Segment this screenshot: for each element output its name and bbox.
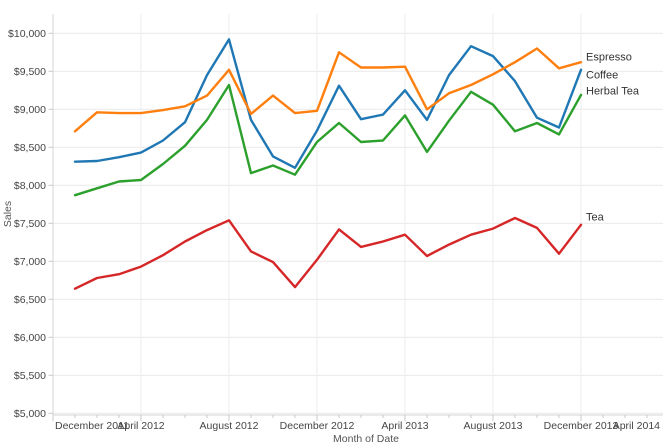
y-axis-title: Sales <box>2 201 14 227</box>
x-tick-label: December 2013 <box>544 420 619 432</box>
y-tick-label: $6,500 <box>14 294 46 306</box>
series-line-espresso[interactable] <box>73 47 583 133</box>
vertical-gridlines <box>140 14 582 415</box>
y-tick-label: $6,000 <box>14 332 46 344</box>
x-axis-title: Month of Date <box>333 433 399 445</box>
x-axis-ticks <box>52 415 648 421</box>
horizontal-gridlines <box>53 32 663 414</box>
y-tick-label: $7,500 <box>14 218 46 230</box>
y-tick-label: $7,000 <box>14 256 46 268</box>
x-tick-label: August 2013 <box>464 420 523 432</box>
x-tick-label: December 2011 <box>55 420 129 432</box>
y-axis-ticks <box>48 32 53 414</box>
series-label-coffee[interactable]: Coffee <box>586 69 618 81</box>
series-label-tea[interactable]: Tea <box>586 211 605 223</box>
series-line-tea[interactable] <box>73 216 583 290</box>
series-label-espresso[interactable]: Espresso <box>586 52 632 64</box>
y-tick-label: $8,000 <box>14 180 46 192</box>
y-tick-label: $10,000 <box>8 28 46 40</box>
series-line-herbal-tea[interactable] <box>73 83 583 197</box>
y-tick-label: $8,500 <box>14 142 46 154</box>
series-label-herbal-tea[interactable]: Herbal Tea <box>586 85 640 97</box>
x-tick-label: April 2012 <box>117 420 164 432</box>
y-tick-label: $9,500 <box>14 66 46 78</box>
y-axis-tick-labels: $5,000 $5,500 $6,000 $6,500 $7,000 $7,500 $8,0… <box>8 28 46 420</box>
x-tick-label: April 2014 <box>613 420 660 432</box>
axis-lines <box>52 14 663 416</box>
x-tick-label: December 2012 <box>280 420 355 432</box>
y-tick-label: $5,000 <box>14 408 46 420</box>
y-tick-label: $9,000 <box>14 104 46 116</box>
series-line-coffee[interactable] <box>73 38 583 170</box>
series-lines <box>73 38 583 290</box>
x-tick-label: April 2013 <box>381 420 428 432</box>
x-tick-label: August 2012 <box>200 420 259 432</box>
series-end-labels: Espresso Coffee Herbal Tea Tea <box>586 52 640 224</box>
y-tick-label: $5,500 <box>14 370 46 382</box>
